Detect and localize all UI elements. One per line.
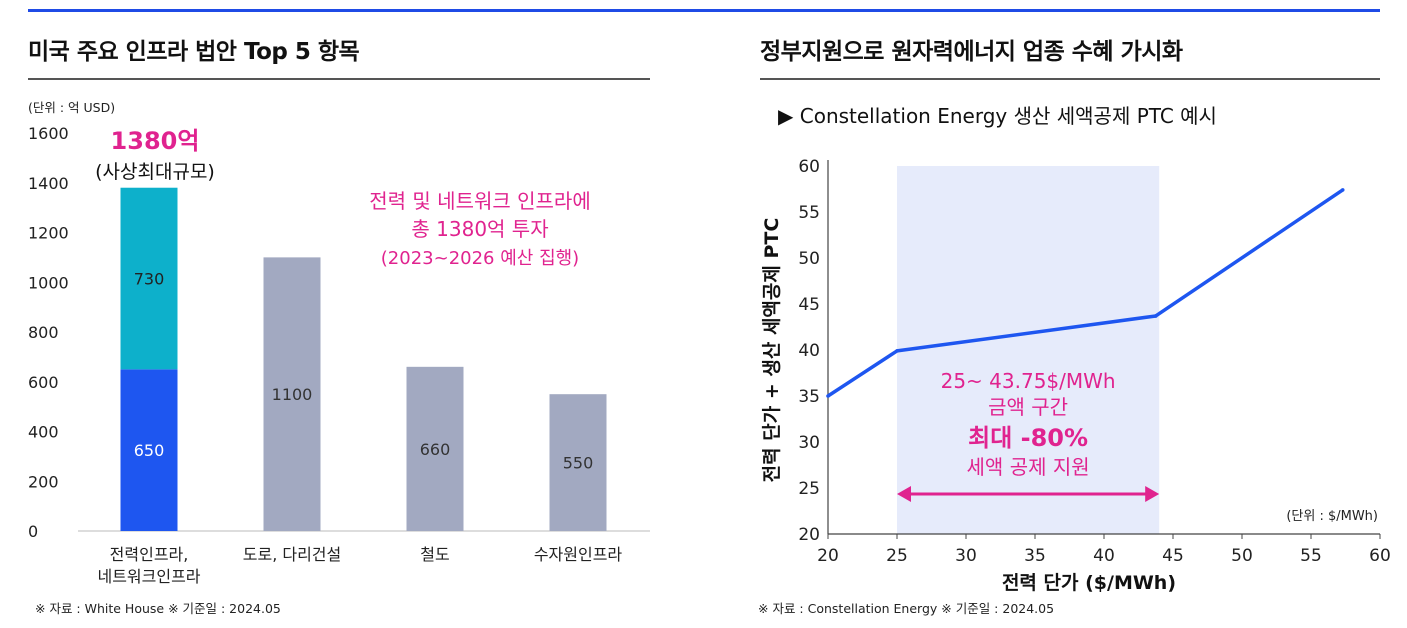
bar-category-label: 도로, 다리건설 bbox=[243, 545, 342, 564]
range-arrow-left-head bbox=[897, 486, 911, 502]
bar-chart: (단위 : 억 USD) 0 200 400 600 800 1000 1200 1400 160… bbox=[28, 100, 650, 586]
line-y-tick-label: 50 bbox=[798, 249, 820, 269]
bar-callout-line3: (2023~2026 예산 집행) bbox=[381, 248, 579, 269]
range-annotation-line: 25~ 43.75$/MWh bbox=[941, 369, 1116, 393]
right-panel-subtitle: ▶ Constellation Energy 생산 세액공제 PTC 예시 bbox=[778, 104, 1217, 128]
range-arrow-right-head bbox=[1145, 486, 1160, 502]
line-y-tick-label: 45 bbox=[798, 295, 820, 315]
bar-data-label-2: 660 bbox=[420, 440, 451, 459]
bar-callout-line2: 총 1380억 투자 bbox=[411, 217, 548, 241]
bar-data-label-1: 1100 bbox=[272, 385, 313, 404]
line-x-tick-label: 30 bbox=[955, 546, 977, 566]
line-x-tick-label: 50 bbox=[1231, 546, 1253, 566]
line-y-tick-label: 20 bbox=[798, 525, 820, 545]
right-title-divider bbox=[760, 78, 1380, 80]
bar-segment-0 bbox=[120, 369, 178, 531]
line-y-tick-label: 35 bbox=[798, 387, 820, 407]
line-unit-label: (단위 : $/MWh) bbox=[1286, 509, 1378, 524]
top-accent-line bbox=[28, 9, 1380, 12]
shaded-range-band bbox=[897, 166, 1160, 534]
ptc-series-point bbox=[895, 349, 899, 353]
range-annotation-desc: 금액 구간 bbox=[988, 395, 1068, 419]
bar-y-tick-label: 1000 bbox=[28, 273, 69, 292]
bar-data-label-0: 650 bbox=[134, 441, 165, 460]
line-x-tick-label: 20 bbox=[817, 546, 839, 566]
bar-stack-data-label-0: 730 bbox=[134, 270, 165, 289]
bar-y-tick-label: 200 bbox=[28, 472, 59, 491]
bar-y-tick-label: 800 bbox=[28, 323, 59, 342]
line-y-tick-label: 25 bbox=[798, 479, 820, 499]
left-title-divider bbox=[28, 78, 650, 80]
line-x-tick-label: 60 bbox=[1369, 546, 1391, 566]
line-y-tick-label: 60 bbox=[798, 157, 820, 177]
line-x-tick-label: 40 bbox=[1093, 546, 1115, 566]
line-x-tick-label: 45 bbox=[1162, 546, 1184, 566]
line-x-tick-label: 35 bbox=[1024, 546, 1046, 566]
line-x-axis-title: 전력 단가 ($/MWh) bbox=[1002, 572, 1176, 594]
line-chart: 20 25 30 35 40 45 50 55 60 20 25 30 35 40 45 50 55 60 전력 단… bbox=[761, 157, 1391, 594]
bar-stack-segment-0 bbox=[120, 187, 178, 370]
bar-category-label: 네트워크인프라 bbox=[97, 567, 200, 586]
bar-category-label: 전력인프라, bbox=[110, 545, 189, 564]
left-panel-title: 미국 주요 인프라 법안 Top 5 항목 bbox=[28, 39, 360, 65]
bar-y-tick-label: 0 bbox=[28, 522, 38, 541]
support-label: 세액 공제 지원 bbox=[967, 455, 1090, 479]
ptc-series-line bbox=[827, 188, 1344, 398]
left-source-note: ※ 자료 : White House ※ 기준일 : 2024.05 bbox=[35, 601, 281, 616]
bar-total-note: (사상최대규모) bbox=[95, 161, 215, 183]
bar-segment-1 bbox=[263, 257, 321, 531]
line-y-tick-label: 30 bbox=[798, 433, 820, 453]
bar-data-label-3: 550 bbox=[563, 454, 594, 473]
bar-segment-2 bbox=[406, 366, 464, 531]
bar-total-annotation: 1380억 bbox=[111, 127, 200, 155]
ptc-series-point bbox=[1153, 314, 1158, 318]
bar-category-label: 철도 bbox=[420, 545, 449, 564]
line-y-tick-label: 40 bbox=[798, 341, 820, 361]
ptc-series-point bbox=[826, 394, 830, 398]
line-x-tick-label: 55 bbox=[1300, 546, 1322, 566]
bar-callout-line1: 전력 및 네트워크 인프라에 bbox=[369, 189, 590, 213]
right-source-note: ※ 자료 : Constellation Energy ※ 기준일 : 2024… bbox=[758, 601, 1055, 616]
bar-y-tick-label: 600 bbox=[28, 373, 59, 392]
bar-y-tick-label: 1200 bbox=[28, 224, 69, 243]
line-y-axis-title: 전력 단가 + 생산 세액공제 PTC bbox=[761, 218, 783, 483]
bar-y-tick-label: 1400 bbox=[28, 174, 69, 193]
ptc-series-point bbox=[1340, 188, 1345, 192]
line-x-tick-label: 25 bbox=[886, 546, 908, 566]
bar-segment-3 bbox=[549, 394, 607, 531]
max-reduction-label: 최대 -80% bbox=[968, 424, 1088, 452]
bar-unit-label: (단위 : 억 USD) bbox=[28, 100, 115, 115]
line-y-tick-label: 55 bbox=[798, 203, 820, 223]
bar-y-tick-label: 1600 bbox=[28, 124, 69, 143]
bar-category-label: 수자원인프라 bbox=[534, 545, 623, 564]
right-panel-title: 정부지원으로 원자력에너지 업종 수혜 가시화 bbox=[760, 39, 1183, 65]
bar-y-tick-label: 400 bbox=[28, 423, 59, 442]
